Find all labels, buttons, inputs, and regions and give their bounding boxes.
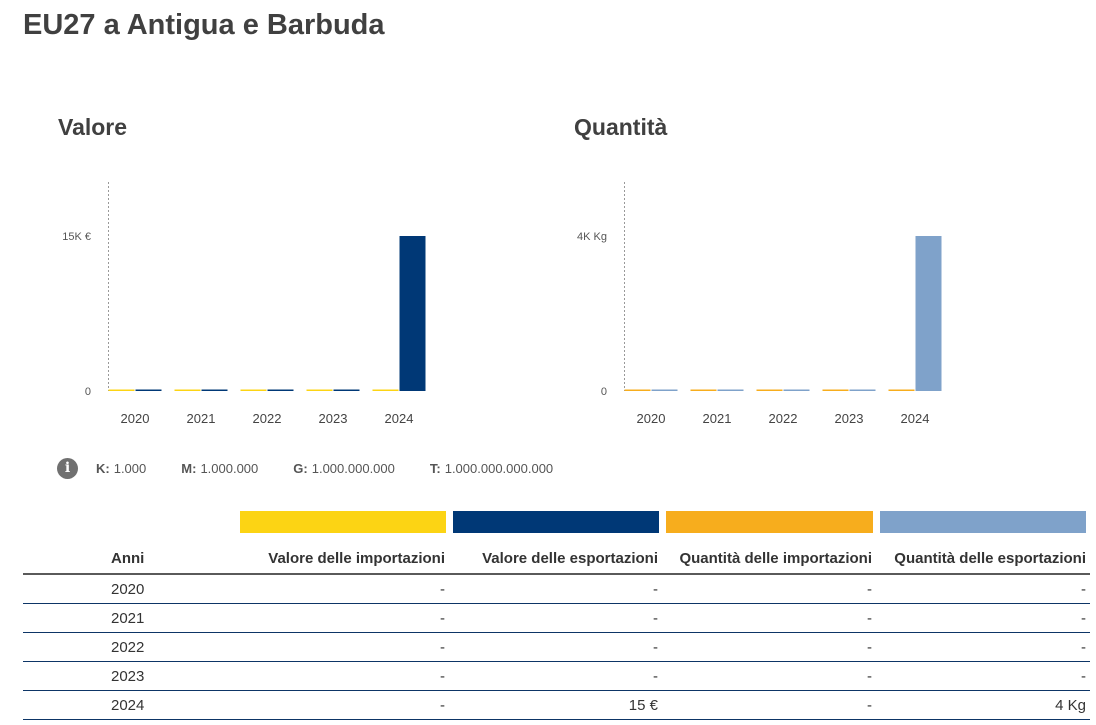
bar[interactable] — [372, 389, 399, 392]
value-chart-title: Valore — [58, 114, 128, 140]
bar[interactable] — [240, 389, 267, 392]
x-tick-label: 2020 — [637, 411, 666, 426]
bar[interactable] — [915, 236, 942, 391]
table-cell: - — [876, 603, 1090, 633]
x-tick-label: 2021 — [187, 411, 216, 426]
units-legend: i K: 1.000 M: 1.000.000 G: 1.000.000.000 T:… — [57, 457, 588, 479]
bar[interactable] — [783, 389, 810, 392]
table-cell: - — [662, 574, 876, 604]
export-quantity-swatch — [880, 511, 1086, 533]
bar[interactable] — [651, 389, 678, 392]
quantity-chart: 0 4K Kg 2020 2021 2022 2023 2024 — [577, 182, 942, 426]
bar[interactable] — [756, 389, 783, 392]
table-cell: 2020 — [23, 574, 236, 604]
table-cell: - — [449, 603, 662, 633]
table-cell: 2024 — [23, 690, 236, 720]
table-cell: - — [662, 632, 876, 662]
header-export-value: Valore delle esportazioni — [449, 544, 662, 575]
x-tick-label: 2020 — [121, 411, 150, 426]
bar[interactable] — [624, 389, 651, 392]
bar[interactable] — [717, 389, 744, 392]
bar[interactable] — [201, 389, 228, 392]
header-import-value: Valore delle importazioni — [236, 544, 449, 575]
bar[interactable] — [888, 389, 915, 392]
table-cell: - — [876, 661, 1090, 691]
table-cell: - — [449, 632, 662, 662]
bar[interactable] — [690, 389, 717, 392]
x-tick-label: 2023 — [319, 411, 348, 426]
quantity-chart-title: Quantità — [574, 114, 668, 140]
bar[interactable] — [849, 389, 876, 392]
table-cell: 2022 — [23, 632, 236, 662]
data-table: Anni Valore delle importazioni Valore de… — [23, 544, 1090, 720]
y-tick-label: 4K Kg — [577, 231, 607, 243]
import-quantity-swatch — [666, 511, 873, 533]
table-cell: - — [662, 690, 876, 720]
table-cell: - — [662, 603, 876, 633]
x-tick-label: 2023 — [835, 411, 864, 426]
table-cell: - — [449, 574, 662, 604]
info-icon[interactable]: i — [57, 457, 78, 479]
header-export-quantity: Quantità delle esportazioni — [876, 544, 1090, 575]
table-row: 2024 - 15 € - 4 Kg — [23, 690, 1090, 720]
x-tick-label: 2022 — [769, 411, 798, 426]
table-header-row: Anni Valore delle importazioni Valore de… — [23, 544, 1090, 575]
table-row: 2020 - - - - — [23, 574, 1090, 604]
table-cell: - — [236, 603, 449, 633]
export-value-swatch — [453, 511, 659, 533]
table-cell: - — [236, 632, 449, 662]
table-cell: - — [236, 661, 449, 691]
table-cell: - — [662, 661, 876, 691]
unit-k: K: 1.000 — [96, 460, 147, 476]
table-cell: 15 € — [449, 690, 662, 720]
bar[interactable] — [333, 389, 360, 392]
table-row: 2022 - - - - — [23, 632, 1090, 662]
y-tick-label: 15K € — [62, 231, 91, 243]
x-tick-label: 2024 — [901, 411, 930, 426]
unit-g: G: 1.000.000.000 — [293, 460, 395, 476]
x-tick-label: 2022 — [253, 411, 282, 426]
table-cell: 2021 — [23, 603, 236, 633]
table-cell: 2023 — [23, 661, 236, 691]
y-tick-label: 0 — [601, 386, 607, 398]
table-cell: - — [449, 661, 662, 691]
bar[interactable] — [399, 236, 426, 391]
table-row: 2023 - - - - — [23, 661, 1090, 691]
header-import-quantity: Quantità delle importazioni — [662, 544, 876, 575]
import-value-swatch — [240, 511, 446, 533]
x-tick-label: 2021 — [703, 411, 732, 426]
page-title: EU27 a Antigua e Barbuda — [23, 9, 385, 41]
bar[interactable] — [306, 389, 333, 392]
table-cell: - — [236, 574, 449, 604]
header-anni: Anni — [23, 544, 236, 575]
y-tick-label: 0 — [85, 386, 91, 398]
bar[interactable] — [822, 389, 849, 392]
table-cell: 4 Kg — [876, 690, 1090, 720]
unit-m: M: 1.000.000 — [181, 460, 259, 476]
unit-t: T: 1.000.000.000.000 — [429, 460, 554, 476]
bar[interactable] — [108, 389, 135, 392]
x-tick-label: 2024 — [385, 411, 414, 426]
bar[interactable] — [135, 389, 162, 392]
table-row: 2021 - - - - — [23, 603, 1090, 633]
bar[interactable] — [174, 389, 201, 392]
table-cell: - — [876, 632, 1090, 662]
value-chart: 0 15K € 2020 2021 2022 2023 2024 — [62, 182, 426, 426]
table-cell: - — [236, 690, 449, 720]
bar[interactable] — [267, 389, 294, 392]
table-cell: - — [876, 574, 1090, 604]
